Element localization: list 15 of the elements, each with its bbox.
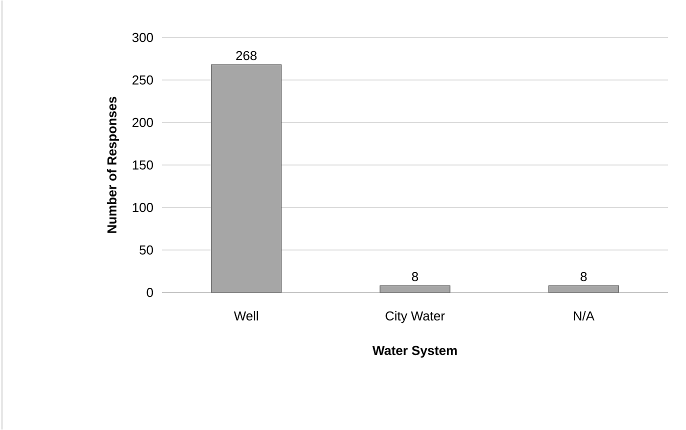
y-tick-label: 200 [132, 118, 153, 128]
y-axis-title: Number of Responses [106, 96, 120, 233]
x-axis-title: Water System [372, 346, 457, 358]
y-tick-label: 0 [146, 288, 153, 298]
y-tick-label: 300 [132, 32, 153, 42]
data-label: 268 [236, 51, 257, 60]
x-tick-label: N/A [574, 311, 594, 321]
y-tick-label: 100 [132, 202, 153, 212]
x-tick-label: City Water [386, 311, 445, 324]
data-label: 8 [412, 272, 418, 282]
data-label: 8 [580, 272, 587, 282]
y-tick-label: 150 [132, 160, 153, 170]
y-tick-label: 250 [132, 75, 153, 85]
y-tick-label: 50 [140, 245, 153, 255]
x-tick-label: Well [234, 311, 258, 321]
